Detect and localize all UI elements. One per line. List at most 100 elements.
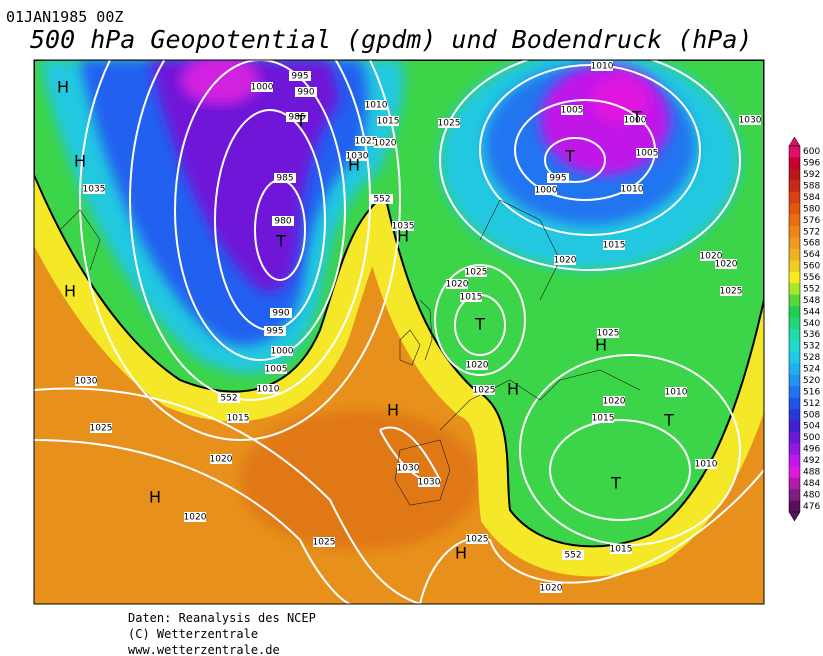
- isobar-label: 1025: [355, 137, 378, 147]
- pressure-center: T: [610, 474, 621, 493]
- isobar-label-bg: [271, 346, 293, 356]
- isobar-label: 552: [564, 551, 581, 561]
- colorbar-swatch: [789, 420, 800, 433]
- colorbar-swatch: [789, 237, 800, 250]
- colorbar-bottom-cap: [788, 511, 801, 522]
- isobar-label: 1030: [75, 377, 98, 387]
- isobar-label-bg: [218, 393, 240, 403]
- isobar-label: 1035: [83, 185, 106, 195]
- colorbar-swatch: [789, 443, 800, 456]
- colorbar-label: 520: [803, 376, 820, 386]
- isobar-label-bg: [465, 267, 487, 277]
- isobar-label: 1020: [540, 584, 563, 594]
- colorbar-swatch: [789, 168, 800, 181]
- colorbar-label: 536: [803, 330, 820, 340]
- isobar-label-bg: [227, 413, 249, 423]
- pressure-center: H: [455, 544, 467, 563]
- colorbar-swatch: [789, 214, 800, 227]
- isobar-label-bg: [365, 100, 387, 110]
- isobar-label-bg: [446, 279, 468, 289]
- isobar-label-bg: [264, 326, 286, 336]
- isobar-label: 1025: [438, 119, 461, 129]
- colorbar-swatch: [789, 351, 800, 364]
- colorbar-swatch: [789, 500, 800, 513]
- isobar-label-bg: [346, 151, 368, 161]
- isobar-label-bg: [374, 138, 396, 148]
- colorbar-label: 528: [803, 353, 820, 363]
- isobar-label: 1015: [603, 241, 626, 251]
- isobar-label: 1005: [561, 106, 584, 116]
- isobar-label: 985: [276, 174, 293, 184]
- colorbar-label: 540: [803, 319, 820, 329]
- isobar-label: 1020: [374, 139, 397, 149]
- isobar-label: 1025: [720, 287, 743, 297]
- colorbar-label: 552: [803, 284, 820, 294]
- colorbar-label: 572: [803, 227, 820, 237]
- pressure-center: T: [564, 147, 575, 166]
- footer-copyright: (C) Wetterzentrale: [128, 627, 258, 641]
- isobar-label: 1000: [624, 116, 647, 126]
- isobar-label-bg: [272, 216, 294, 226]
- isobar-label: 1035: [392, 222, 415, 232]
- colorbar-swatch: [789, 466, 800, 478]
- colorbar-swatch: [789, 260, 800, 273]
- isobar-label-bg: [210, 454, 232, 464]
- isobar-label-bg: [274, 173, 296, 183]
- isobar-label-bg: [610, 544, 632, 554]
- isobar-label-bg: [270, 308, 292, 318]
- isobar-label: 1025: [597, 329, 620, 339]
- isobar-label-bg: [295, 87, 317, 97]
- isobar-label: 552: [373, 195, 390, 205]
- pressure-center: H: [348, 156, 360, 175]
- colorbar-swatch: [789, 306, 800, 318]
- isobar-label: 1020: [700, 252, 723, 262]
- magenta-low: [590, 75, 650, 125]
- pressure-center: T: [663, 411, 674, 430]
- colorbar-label: 576: [803, 216, 820, 226]
- isobar-label-bg: [562, 550, 584, 560]
- isobar-label: 1010: [665, 388, 688, 398]
- colorbar-frame: [788, 145, 801, 513]
- map-frame: [33, 59, 765, 605]
- colorbar-label: 500: [803, 433, 820, 443]
- colorbar-swatch: [789, 374, 800, 387]
- isobar-label-bg: [460, 292, 482, 302]
- colorbar-label: 588: [803, 182, 820, 192]
- colorbar-label: 508: [803, 410, 820, 420]
- isobar-label-bg: [603, 240, 625, 250]
- isobar-label-bg: [397, 463, 419, 473]
- pressure-center: T: [295, 112, 306, 131]
- isobar-label: 995: [291, 72, 308, 82]
- isobar-label: 1020: [210, 455, 233, 465]
- isobar-label-bg: [554, 255, 576, 265]
- isobar-label: 995: [266, 327, 283, 337]
- colorbar-label: 504: [803, 422, 820, 432]
- isobar-label: 1030: [397, 464, 420, 474]
- isobar-label-bg: [466, 360, 488, 370]
- colorbar-swatch: [789, 363, 800, 376]
- isobar-label-bg: [90, 423, 112, 433]
- isobar-label-bg: [561, 105, 583, 115]
- colorbar-swatch: [789, 477, 800, 490]
- isobar-label: 995: [549, 174, 566, 184]
- colorbar-swatch: [789, 489, 800, 501]
- footer-source: Daten: Reanalysis des NCEP: [128, 611, 316, 625]
- colorbar-swatch: [789, 386, 800, 398]
- colorbar-label: 592: [803, 170, 820, 180]
- isobar-label-bg: [665, 387, 687, 397]
- pressure-center: T: [275, 232, 286, 251]
- colorbar-label: 484: [803, 479, 820, 489]
- colorbar-label: 596: [803, 159, 820, 169]
- pressure-center: T: [474, 315, 485, 334]
- colorbar-label: 496: [803, 445, 820, 455]
- isobar-label-bg: [540, 583, 562, 593]
- colorbar-swatch: [789, 340, 800, 353]
- isobar-label-bg: [251, 82, 273, 92]
- isobar-label-bg: [591, 61, 613, 71]
- colorbar-label: 476: [803, 502, 820, 512]
- isobar-label: 1020: [554, 256, 577, 266]
- isobar-label: 990: [297, 88, 314, 98]
- isobar-label: 1015: [377, 117, 400, 127]
- isobar-label-bg: [715, 259, 737, 269]
